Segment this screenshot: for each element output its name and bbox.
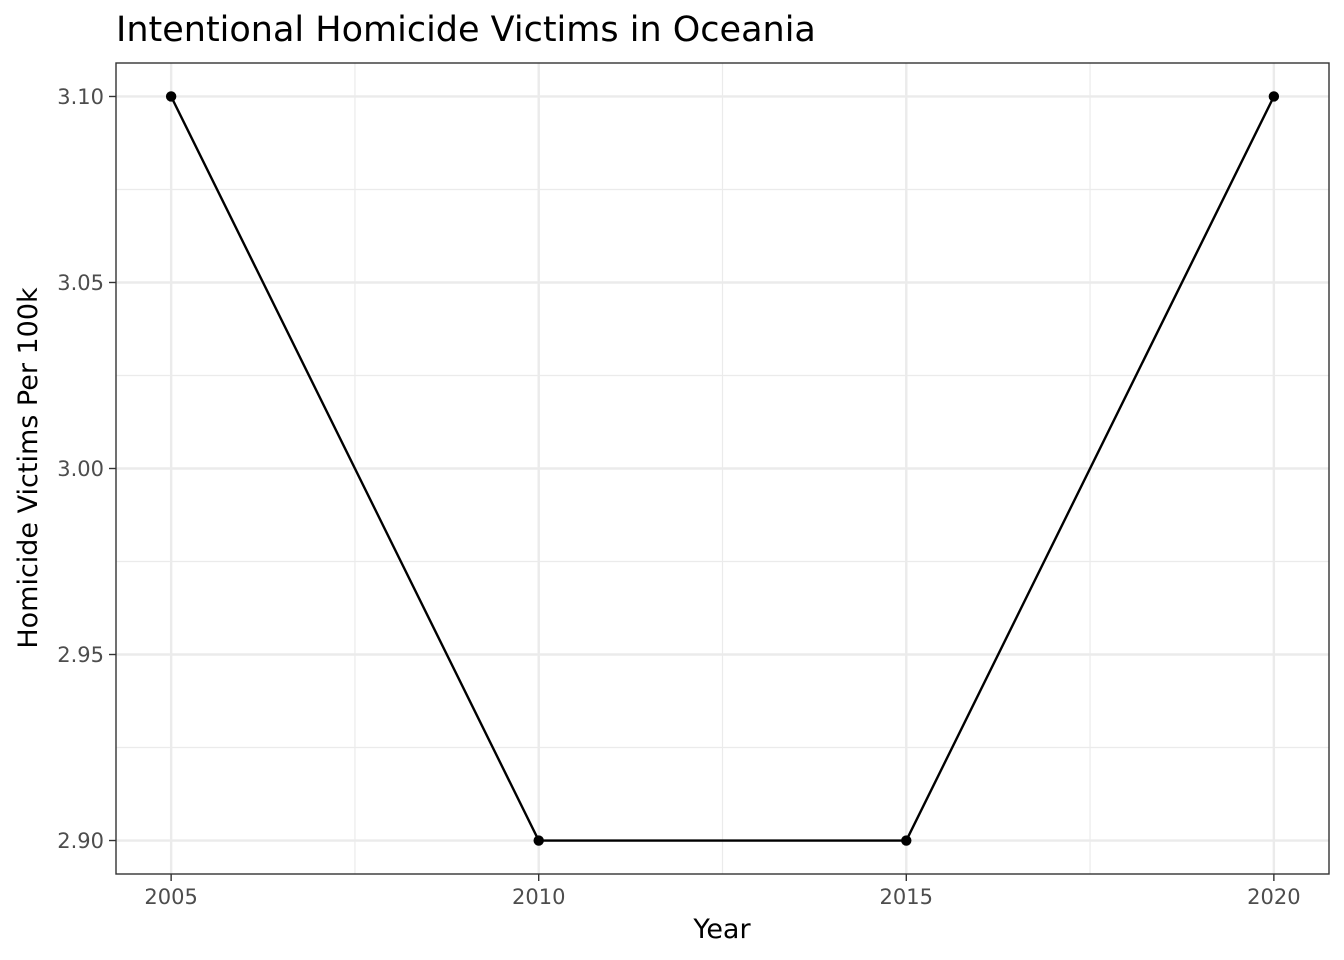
y-tick-label: 2.95 <box>57 643 104 667</box>
y-tick-label: 3.10 <box>57 85 104 109</box>
data-point <box>901 835 912 846</box>
y-tick-label: 2.90 <box>57 829 104 853</box>
data-point <box>1268 91 1280 102</box>
y-axis-title: Homicide Victims Per 100k <box>13 287 44 649</box>
grid-lines <box>116 63 1329 874</box>
y-tick-label: 3.05 <box>57 271 104 295</box>
data-point <box>533 835 544 846</box>
x-tick-label: 2005 <box>144 885 197 909</box>
x-tick-label: 2010 <box>512 885 565 909</box>
y-tick-label: 3.00 <box>57 457 104 481</box>
series-line <box>170 95 1275 842</box>
axes: 2005 2010 2015 2020 2.90 2.95 3.00 3.05 3.10 <box>57 62 1330 909</box>
data-series <box>165 91 1280 846</box>
chart-title: Intentional Homicide Victims in Oceania <box>116 10 816 50</box>
x-tick-label: 2015 <box>880 885 933 909</box>
x-axis-title: Year <box>692 914 751 945</box>
data-point <box>165 91 177 102</box>
x-tick-label: 2020 <box>1247 885 1300 909</box>
